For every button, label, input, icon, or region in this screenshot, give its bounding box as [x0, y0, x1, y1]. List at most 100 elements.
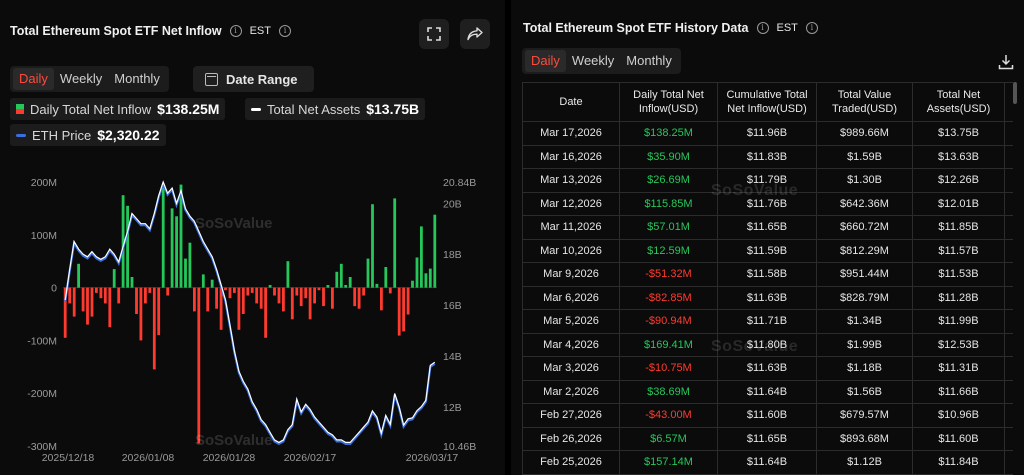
inflow-bar	[77, 263, 80, 288]
table-row[interactable]: Mar 17,2026 $138.25M $11.96B $989.66M $13.75…	[522, 122, 1013, 146]
table-row[interactable]: Mar 11,2026 $57.01M $11.65B $660.72M $11.85B	[522, 216, 1013, 240]
table-scrollbar[interactable]	[1013, 82, 1017, 104]
net-assets-cell: $11.60B	[913, 427, 1005, 450]
tab-monthly[interactable]: Monthly	[114, 71, 160, 86]
cumulative-inflow-cell: $11.58B	[718, 263, 817, 286]
table-row[interactable]: Mar 16,2026 $35.90M $11.83B $1.59B $13.63B	[522, 145, 1013, 169]
inflow-bar	[393, 198, 397, 288]
table-row[interactable]: Mar 9,2026 -$51.32M $11.58B $951.44M $11.53B	[522, 263, 1013, 287]
table-row[interactable]: Mar 2,2026 $38.69M $11.64B $1.56B $11.66B	[522, 380, 1013, 404]
inflow-bar	[224, 287, 227, 291]
cumulative-inflow-cell: $11.96B	[718, 122, 817, 145]
cumulative-inflow-cell: $11.64B	[718, 451, 817, 474]
x-axis-tick: 2026/01/08	[122, 452, 175, 464]
info-icon[interactable]: i	[278, 25, 291, 37]
inflow-chart-panel: Total Ethereum Spot ETF Net Inflow i EST…	[0, 0, 505, 475]
inflow-bar	[246, 287, 250, 296]
info-icon[interactable]: i	[229, 25, 242, 37]
calendar-icon	[205, 72, 218, 86]
legend-inflow-value: $138.25M	[157, 101, 220, 117]
legend-assets[interactable]: Total Net Assets $13.75B	[245, 98, 426, 120]
tab-weekly[interactable]: Weekly	[59, 71, 103, 86]
inflow-bar	[384, 267, 388, 288]
inflow-bar	[308, 287, 312, 320]
table-row[interactable]: Mar 13,2026 $26.69M $11.79B $1.30B $12.26B	[522, 169, 1013, 193]
cumulative-inflow-cell: $11.83B	[718, 145, 817, 168]
inflow-chart[interactable]: 200M 100M 0 -100M -200M -300M 20.84B 20B 18B 16B 1…	[0, 160, 505, 475]
cumulative-inflow-cell: $11.79B	[718, 169, 817, 192]
inflow-bar	[139, 287, 143, 341]
date-cell: Feb 25,2026	[522, 451, 620, 474]
inflow-bar	[322, 287, 325, 307]
value-traded-cell: $951.44M	[817, 263, 913, 286]
fullscreen-button[interactable]	[419, 19, 449, 49]
inflow-bar	[175, 216, 178, 288]
inflow-bar	[197, 287, 201, 444]
net-assets-cell: $12.26B	[913, 169, 1005, 192]
table-row[interactable]: Feb 27,2026 -$43.00M $11.60B $679.57M $10.96…	[522, 404, 1013, 428]
daily-inflow-cell: $169.41M	[620, 333, 718, 356]
table-body: Mar 17,2026 $138.25M $11.96B $989.66M $13.75…	[522, 122, 1013, 475]
inflow-bar	[255, 287, 259, 304]
daily-inflow-cell: $138.25M	[620, 122, 718, 145]
column-header[interactable]: Total Value Traded(USD)	[817, 82, 913, 122]
table-row[interactable]: Feb 25,2026 $157.14M $11.64B $1.12B $11.84B	[522, 451, 1013, 475]
download-icon	[998, 55, 1014, 70]
column-header[interactable]: Daily Total Net Inflow(USD)	[620, 82, 718, 122]
inflow-bar	[388, 287, 392, 294]
inflow-bar	[193, 287, 196, 312]
inflow-bar	[233, 287, 236, 293]
x-axis-tick: 2025/12/18	[42, 452, 95, 464]
left-axis-tick: 0	[51, 283, 57, 295]
share-button[interactable]	[460, 19, 490, 49]
legend-eth[interactable]: ETH Price $2,320.22	[10, 124, 166, 146]
inflow-bar	[237, 287, 241, 330]
inflow-bar	[397, 287, 401, 336]
tab-monthly[interactable]: Monthly	[626, 53, 672, 68]
net-assets-cell: $11.28B	[913, 286, 1005, 309]
inflow-bar	[126, 205, 129, 288]
inflow-bar	[130, 277, 134, 288]
inflow-bar	[201, 274, 205, 288]
table-row[interactable]: Mar 10,2026 $12.59M $11.59B $812.29M $11.57B	[522, 239, 1013, 263]
inflow-bar	[286, 261, 290, 288]
daily-inflow-cell: $57.01M	[620, 216, 718, 239]
inflow-bar	[366, 258, 370, 288]
column-header[interactable]: Total Net Assets(USD)	[913, 82, 1005, 122]
inflow-bar	[215, 287, 218, 309]
date-range-button[interactable]: Date Range	[193, 66, 314, 92]
table-row[interactable]: Mar 5,2026 -$90.94M $11.71B $1.34B $11.99B	[522, 310, 1013, 334]
table-row[interactable]: Mar 6,2026 -$82.85M $11.63B $828.79M $11.28B	[522, 286, 1013, 310]
info-icon[interactable]: i	[756, 22, 769, 34]
table-row[interactable]: Feb 26,2026 $6.57M $11.65B $893.68M $11.60B	[522, 427, 1013, 451]
inflow-bar	[282, 287, 285, 312]
info-icon[interactable]: i	[805, 22, 818, 34]
tab-weekly[interactable]: Weekly	[571, 53, 615, 68]
tab-daily[interactable]: Daily	[525, 50, 566, 72]
cumulative-inflow-cell: $11.71B	[718, 310, 817, 333]
table-row[interactable]: Mar 3,2026 -$10.75M $11.63B $1.18B $11.31B	[522, 357, 1013, 381]
fullscreen-icon	[427, 27, 441, 41]
tab-daily[interactable]: Daily	[13, 68, 54, 90]
table-row[interactable]: Mar 4,2026 $169.41M $11.80B $1.99B $12.53B	[522, 333, 1013, 357]
inflow-bar	[161, 187, 165, 288]
column-header[interactable]: Cumulative Total Net Inflow(USD)	[718, 82, 817, 122]
download-button[interactable]	[998, 54, 1014, 75]
value-traded-cell: $660.72M	[817, 216, 913, 239]
inflow-bar	[90, 287, 94, 317]
inflow-bar	[353, 287, 357, 307]
legend-inflow[interactable]: Daily Total Net Inflow $138.25M	[10, 98, 226, 120]
cumulative-inflow-cell: $11.65B	[718, 216, 817, 239]
inflow-bar	[157, 287, 161, 336]
x-axis-tick: 2026/01/28	[203, 452, 256, 464]
value-traded-cell: $1.18B	[817, 357, 913, 380]
bar-swatch-icon	[16, 104, 24, 114]
column-header[interactable]: Date	[522, 82, 620, 122]
inflow-bar	[304, 287, 308, 299]
inflow-bar	[108, 287, 112, 328]
table-row[interactable]: Mar 12,2026 $115.85M $11.76B $642.36M $12.01…	[522, 192, 1013, 216]
inflow-bar	[402, 287, 405, 332]
cumulative-inflow-cell: $11.63B	[718, 286, 817, 309]
daily-inflow-cell: $157.14M	[620, 451, 718, 474]
daily-inflow-cell: -$10.75M	[620, 357, 718, 380]
